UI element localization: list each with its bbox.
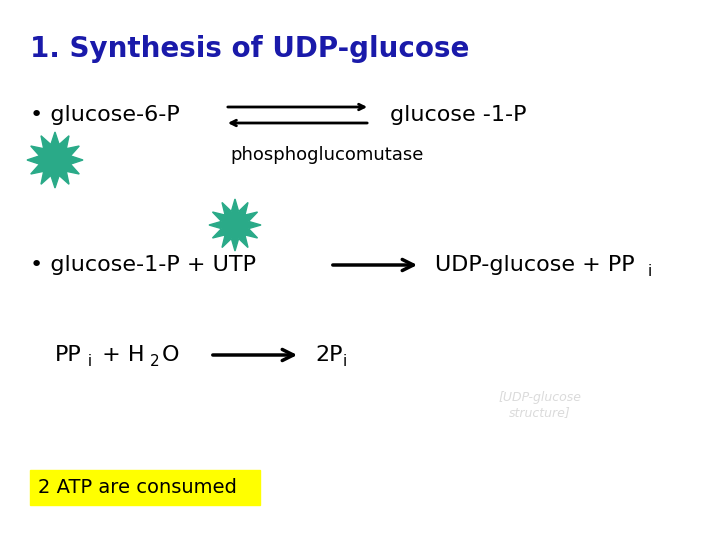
Text: i: i — [83, 354, 92, 369]
Text: i: i — [343, 354, 347, 369]
Text: 2P: 2P — [315, 345, 343, 365]
Text: + H: + H — [95, 345, 145, 365]
Text: UDP-glucose + PP: UDP-glucose + PP — [435, 255, 634, 275]
Text: 2: 2 — [150, 354, 160, 369]
Text: phosphoglucomutase: phosphoglucomutase — [230, 146, 423, 164]
Text: [UDP-glucose
structure]: [UDP-glucose structure] — [498, 391, 582, 419]
Text: • glucose-1-P + UTP: • glucose-1-P + UTP — [30, 255, 256, 275]
Polygon shape — [27, 132, 83, 188]
Polygon shape — [209, 199, 261, 251]
Text: i: i — [648, 265, 652, 280]
Text: glucose -1-P: glucose -1-P — [390, 105, 526, 125]
Text: 2 ATP are consumed: 2 ATP are consumed — [38, 478, 237, 497]
Text: O: O — [162, 345, 179, 365]
Text: • glucose-6-P: • glucose-6-P — [30, 105, 180, 125]
FancyBboxPatch shape — [30, 470, 260, 505]
Text: 1. Synthesis of UDP-glucose: 1. Synthesis of UDP-glucose — [30, 35, 469, 63]
Text: PP: PP — [55, 345, 82, 365]
